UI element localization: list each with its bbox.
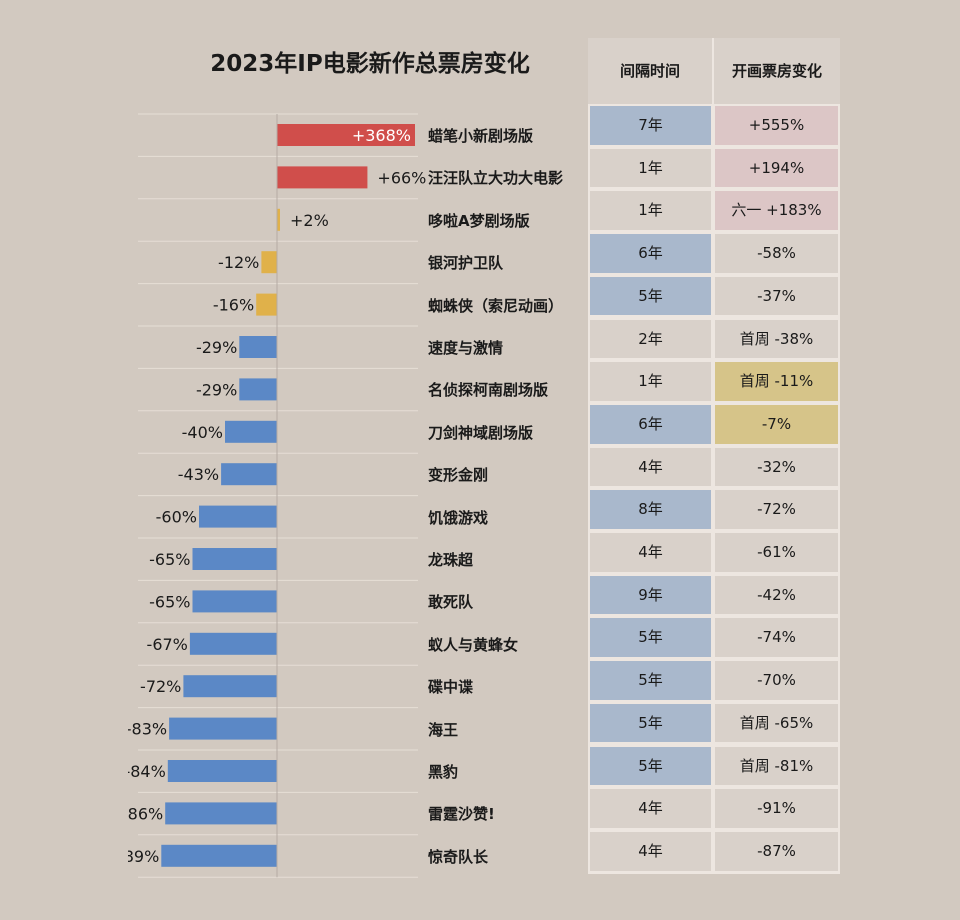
bar <box>239 378 277 401</box>
category-label: 龙珠超 <box>428 551 474 569</box>
category-label: 饥饿游戏 <box>428 508 489 527</box>
opening-change-cell: -37% <box>713 274 840 318</box>
bar <box>277 166 368 189</box>
opening-change-cell: -87% <box>713 829 840 873</box>
category-label: 雷霆沙赞! <box>428 805 495 824</box>
opening-change-cell: 首周 -11% <box>713 360 840 403</box>
bar <box>165 802 277 825</box>
category-label: 名侦探柯南剧场版 <box>428 381 549 400</box>
interval-cell: 4年 <box>588 829 713 873</box>
interval-cell: 5年 <box>588 659 713 702</box>
interval-cell: 4年 <box>588 531 713 574</box>
infographic: 2023年IP电影新作总票房变化 +368% +66% +2% -12% -16% -29… <box>10 0 910 920</box>
interval-cell: 6年 <box>588 402 713 446</box>
header-interval: 间隔时间 <box>588 38 712 104</box>
data-label: -43% <box>178 465 219 484</box>
data-label: -16% <box>213 296 254 315</box>
opening-change-cell: -7% <box>713 402 840 446</box>
opening-change-cell: -42% <box>713 573 840 617</box>
category-label: 汪汪队立大功大电影 <box>428 169 564 188</box>
bar <box>167 760 277 782</box>
interval-cell: 7年 <box>588 104 713 147</box>
data-label: -84% <box>128 762 166 781</box>
category-label: 银河护卫队 <box>428 254 504 273</box>
data-label: -89% <box>128 847 159 866</box>
opening-change-cell: -58% <box>713 232 840 275</box>
category-label: 黑豹 <box>428 763 459 781</box>
data-label: +2% <box>290 211 329 230</box>
chart-title: 2023年IP电影新作总票房变化 <box>210 51 530 77</box>
bar-chart: +368% +66% +2% -12% -16% -29% -29% -40% -43% -60%… <box>128 113 426 878</box>
bar <box>256 293 277 316</box>
interval-cell: 4年 <box>588 445 713 489</box>
opening-change-cell: -72% <box>713 488 840 531</box>
opening-change-cell: 首周 -38% <box>713 317 840 361</box>
category-label: 惊奇队长 <box>428 847 489 866</box>
data-label: -65% <box>149 592 190 611</box>
opening-change-cell: -74% <box>713 616 840 660</box>
category-label: 碟中谍 <box>428 678 474 697</box>
category-label: 敢死队 <box>428 593 474 612</box>
category-label: 海王 <box>428 720 459 739</box>
opening-change-cell: +555% <box>713 104 840 147</box>
bar <box>199 505 277 528</box>
interval-cell: 8年 <box>588 488 713 531</box>
info-table: 间隔时间 开画票房变化 7年 +555% 1年 +194% 1年 六一 +183% 6年 -5… <box>588 38 840 874</box>
opening-change-cell: 首周 -81% <box>713 744 840 788</box>
interval-cell: 2年 <box>588 317 713 361</box>
bar <box>161 844 277 867</box>
category-label: 蜘蛛侠（索尼动画） <box>428 296 564 315</box>
data-label: +368% <box>352 126 411 145</box>
bar <box>277 124 415 146</box>
bar <box>261 251 277 274</box>
data-label: -65% <box>149 550 190 569</box>
interval-cell: 6年 <box>588 232 713 275</box>
interval-cell: 9年 <box>588 573 713 617</box>
header-opening-change: 开画票房变化 <box>714 38 840 104</box>
bar <box>277 208 280 231</box>
data-label: -83% <box>128 720 167 739</box>
data-label: -86% <box>128 804 163 823</box>
data-label: -67% <box>147 635 188 654</box>
bar <box>192 590 277 613</box>
opening-change-cell: -70% <box>713 659 840 702</box>
opening-change-cell: -91% <box>713 787 840 830</box>
data-label: +66% <box>377 168 426 187</box>
data-label: -29% <box>196 380 237 399</box>
interval-cell: 5年 <box>588 744 713 788</box>
category-label: 速度与激情 <box>428 339 504 357</box>
category-label: 蚁人与黄蜂女 <box>428 635 519 654</box>
category-label: 蜡笔小新剧场版 <box>428 127 534 145</box>
opening-change-cell: 首周 -65% <box>713 701 840 745</box>
interval-cell: 1年 <box>588 189 713 233</box>
data-label: -29% <box>196 338 237 357</box>
data-label: -12% <box>218 253 259 272</box>
opening-change-cell: +194% <box>713 146 840 190</box>
interval-cell: 4年 <box>588 787 713 830</box>
interval-cell: 5年 <box>588 274 713 318</box>
data-label: -72% <box>140 677 181 696</box>
interval-cell: 5年 <box>588 701 713 745</box>
data-label: -60% <box>156 508 197 527</box>
bar <box>189 632 277 655</box>
interval-cell: 5年 <box>588 616 713 660</box>
category-label: 刀剑神域剧场版 <box>428 423 534 442</box>
data-label: -40% <box>182 423 223 442</box>
category-label: 哆啦A梦剧场版 <box>428 211 530 230</box>
bar <box>239 336 277 358</box>
opening-change-cell: -61% <box>713 531 840 574</box>
interval-cell: 1年 <box>588 146 713 190</box>
bar <box>221 463 277 486</box>
bar <box>183 675 277 698</box>
category-label: 变形金刚 <box>428 466 489 485</box>
bar <box>169 717 277 740</box>
interval-cell: 1年 <box>588 360 713 403</box>
bar <box>192 548 277 570</box>
bar <box>225 420 277 443</box>
opening-change-cell: -32% <box>713 445 840 489</box>
opening-change-cell: 六一 +183% <box>713 189 840 233</box>
